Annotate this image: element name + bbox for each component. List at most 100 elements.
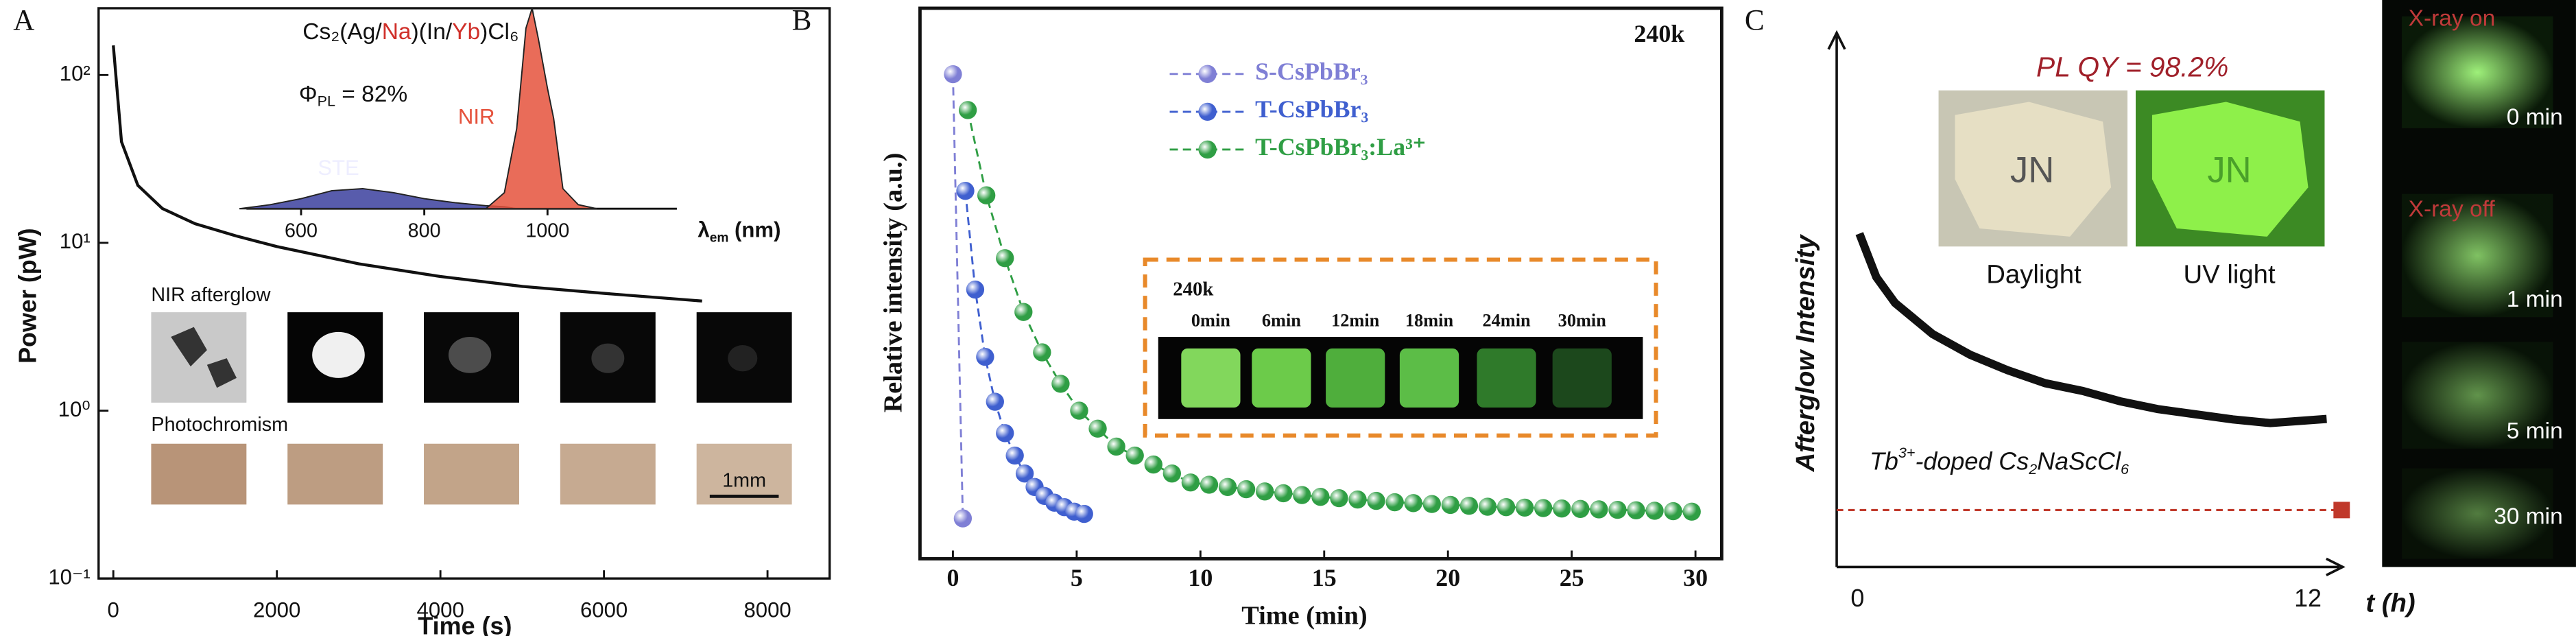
photo-detail [448,337,492,373]
point [1200,475,1219,494]
point [1014,303,1033,321]
x-tick-label: 600 [285,220,318,242]
x-tick-label: 800 [408,220,441,242]
y-tick-label: 10² [60,62,91,86]
photochromism-images: 1mm [151,443,792,505]
point [1255,482,1274,501]
point [1033,343,1051,362]
point [1590,500,1608,519]
y-axis-title: Power (pW) [14,228,42,364]
point [1070,401,1088,420]
plot-frame [97,7,831,580]
photos-c: JN JN Daylight UV light [1938,90,2325,290]
point [1645,502,1664,520]
photo [287,443,383,505]
photo-detail [591,343,625,373]
x-axis [1837,557,2346,576]
point [977,186,996,204]
point [1664,502,1682,521]
point [1015,464,1034,483]
formula: Cs₂(Ag/Na)(In/Yb)Cl₆ [302,19,518,45]
point [1348,490,1367,509]
xray-label: 5 min [2507,419,2563,444]
sample [1477,348,1536,408]
point [1682,502,1701,521]
line [112,45,702,303]
lambda-unit: (nm) [728,218,780,242]
legend-label: T-CsPbBr₃:La³⁺ [1255,133,1426,161]
series-line [966,110,1692,513]
point [1367,491,1385,510]
point [1181,473,1200,492]
compound-part: 6 [2121,460,2129,478]
x-tick-label: 25 [1560,564,1584,591]
photo [424,443,519,505]
point [958,101,977,119]
qy-part: = 82% [335,82,407,107]
line [1855,232,2327,427]
point [1496,498,1516,517]
x-tick-label: 15 [1312,564,1337,591]
x-tick-label: 4000 [417,598,464,622]
y-axis-title: Afterglow Intensity [1791,234,1820,473]
formula-part: Yb [452,19,480,45]
panel-label: C [1745,4,1765,36]
point [1293,486,1311,504]
glow-photo [2402,342,2553,449]
y-tick-label: 10⁰ [58,397,91,421]
point [986,392,1004,411]
compound-part: 2 [2028,460,2037,478]
lambda: λ [697,218,709,242]
chart-title: 240k [1634,20,1684,47]
inset-b: 240k 0min 6min 12min 18min 24min 30min [1143,257,1658,438]
sample [1399,348,1459,408]
point [1534,499,1553,517]
xray-label: X-ray off [2409,196,2496,222]
point [1311,487,1330,506]
legend-label: T-CsPbBr₃ [1255,95,1368,123]
point [1571,499,1590,519]
inset-label: 12min [1331,311,1380,331]
series-label: NIR [458,105,495,129]
inset-label: 0min [1191,311,1230,331]
compound: Tb3+-doped Cs2NaScCl6 [1870,444,2129,478]
point [1608,500,1627,519]
point [1125,446,1144,465]
xray-label: 1 min [2507,287,2563,312]
point [1404,494,1422,513]
x-tick-label: 2000 [253,598,300,622]
inset-label: 18min [1405,311,1454,331]
y-axis [1827,30,1846,567]
formula-part: Na [382,19,412,45]
inset-x-title: λem (nm) [697,218,780,245]
sample [1181,348,1241,408]
point [1075,504,1093,523]
y-tick-label: 10¹ [60,229,91,253]
xray-label: 30 min [2494,504,2563,529]
legend-marker [1198,64,1217,83]
x-axis-title: t (h) [2365,589,2415,618]
image-label: Photochromism [151,414,288,436]
photo [151,443,247,505]
lambda-sub: em [710,231,729,245]
glow-photo [2402,16,2553,128]
crystal [2151,102,2309,237]
x-tick-label: 10 [1188,564,1213,591]
inset-label: 6min [1262,311,1301,331]
inset-label: 24min [1482,311,1531,331]
point [1144,455,1162,474]
sample [1552,348,1612,408]
panel-label: B [792,4,812,36]
reference-marker [2333,502,2350,519]
image-label: NIR afterglow [151,284,270,306]
point [1162,464,1182,483]
sample [1252,348,1311,408]
plot-frame [918,6,1724,561]
point [1627,501,1645,519]
x-tick-label: 5 [1071,564,1083,591]
photo-detail [728,345,758,372]
qy-part: Φ [299,82,318,107]
series-line [952,74,964,519]
x-tick-label: 0 [108,598,119,622]
